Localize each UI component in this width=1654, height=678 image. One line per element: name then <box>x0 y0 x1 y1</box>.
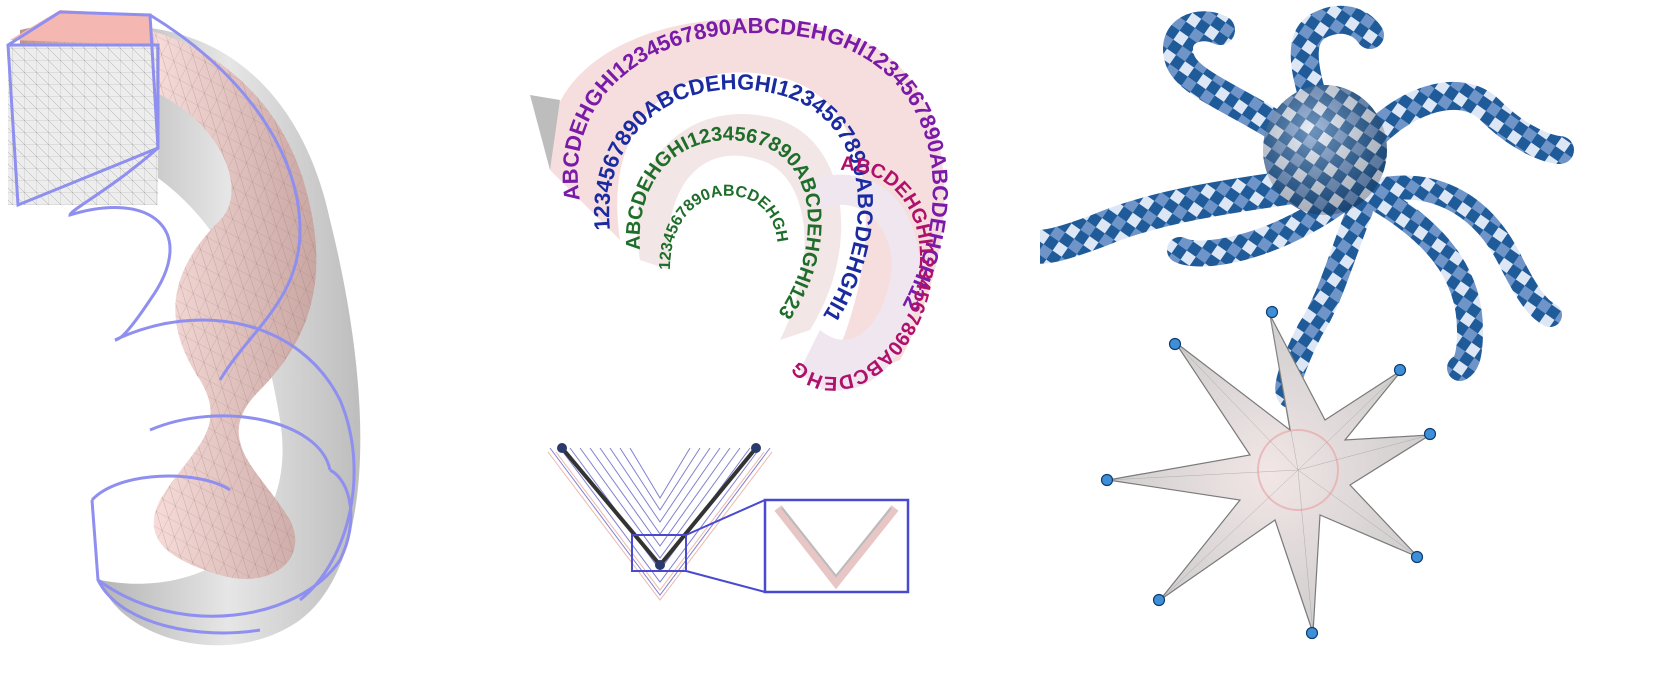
v-handle-right[interactable] <box>751 443 761 453</box>
handle-top[interactable] <box>1265 305 1279 319</box>
zoom-region <box>631 534 687 572</box>
octopus-figure <box>1040 5 1574 640</box>
octopus-panel <box>1040 0 1654 678</box>
v-shape-figure <box>547 443 910 601</box>
handle-upper-right[interactable] <box>1393 363 1407 377</box>
strip-bands <box>530 18 945 391</box>
handle-lower-left[interactable] <box>1152 593 1166 607</box>
v-handle-bottom[interactable] <box>655 560 665 570</box>
starfish-handles[interactable] <box>1100 305 1437 640</box>
starfish-parameterization <box>1107 314 1431 634</box>
rolled-strip-panel: ABCDEHGHI1234567890ABCDEHGHI1234567890AB… <box>520 0 980 678</box>
zoom-leader-lines <box>685 499 766 593</box>
handle-right[interactable] <box>1423 427 1437 441</box>
rolled-strip-figure: ABCDEHGHI1234567890ABCDEHGHI1234567890AB… <box>520 0 953 601</box>
handle-lower-right[interactable] <box>1410 550 1424 564</box>
cage-end-cube <box>8 10 158 205</box>
handle-upper-left[interactable] <box>1168 337 1182 351</box>
handle-left[interactable] <box>1100 473 1114 487</box>
v-handle-left[interactable] <box>557 443 567 453</box>
twisted-tube-figure <box>6 10 361 646</box>
twisted-tube-panel <box>0 0 420 678</box>
handle-bottom[interactable] <box>1305 626 1319 640</box>
control-cage <box>6 10 356 635</box>
